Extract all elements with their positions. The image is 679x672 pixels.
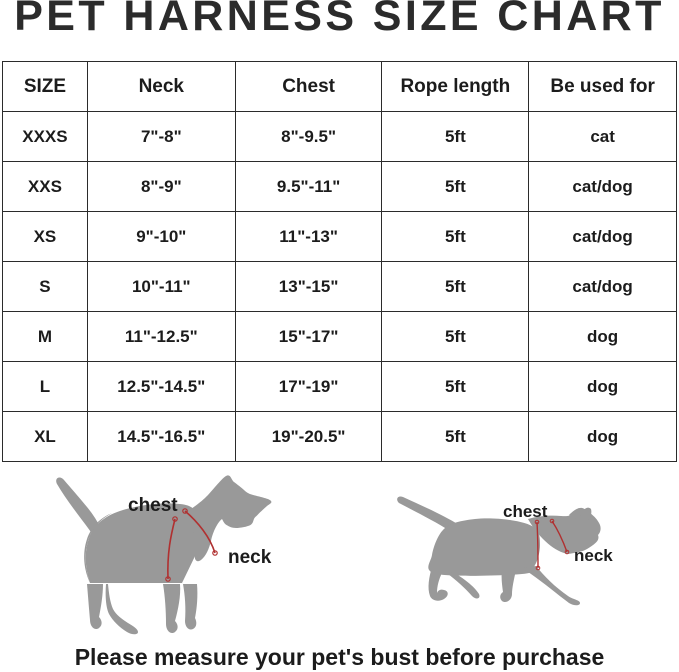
svg-text:neck: neck	[228, 547, 272, 568]
svg-text:chest: chest	[128, 495, 178, 516]
svg-text:chest: chest	[503, 502, 548, 521]
svg-text:neck: neck	[574, 546, 613, 565]
